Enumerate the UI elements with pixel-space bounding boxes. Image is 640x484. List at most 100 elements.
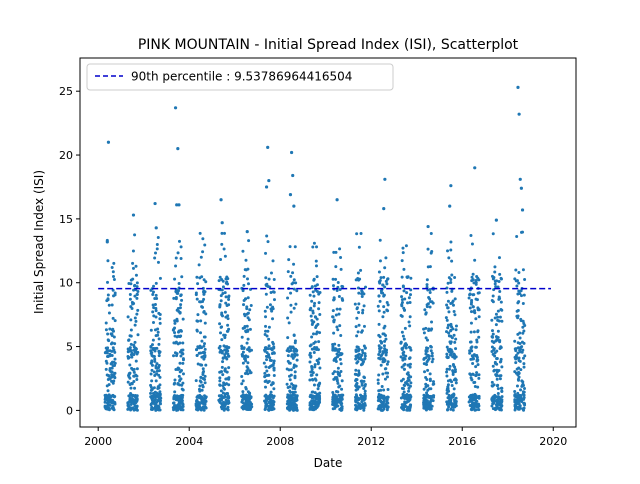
scatter-point xyxy=(295,289,299,293)
scatter-point xyxy=(151,310,155,314)
scatter-point xyxy=(226,277,230,281)
scatter-point xyxy=(313,363,317,367)
scatter-point xyxy=(340,387,344,391)
scatter-point xyxy=(361,402,365,406)
scatter-point xyxy=(377,352,381,356)
scatter-point xyxy=(245,341,249,345)
scatter-point xyxy=(357,323,361,327)
scatter-point xyxy=(332,296,336,300)
scatter-point xyxy=(517,289,521,293)
scatter-point xyxy=(196,282,200,286)
scatter-point xyxy=(312,304,316,308)
scatter-point xyxy=(475,399,479,403)
scatter-point xyxy=(475,354,479,358)
scatter-point xyxy=(491,395,495,399)
scatter-point xyxy=(447,310,451,314)
scatter-point xyxy=(426,384,430,388)
scatter-point xyxy=(157,406,161,410)
scatter-point xyxy=(156,393,160,397)
scatter-point xyxy=(177,374,181,378)
scatter-point xyxy=(221,314,225,318)
scatter-point xyxy=(157,386,161,390)
scatter-point xyxy=(269,358,273,362)
scatter-point xyxy=(471,293,475,297)
y-tick-label: 5 xyxy=(66,341,73,354)
scatter-point xyxy=(470,275,474,279)
scatter-point xyxy=(520,340,524,344)
scatter-point xyxy=(380,385,384,388)
scatter-point xyxy=(381,358,385,362)
scatter-point-extreme xyxy=(473,166,477,170)
scatter-point xyxy=(493,270,497,274)
scatter-point xyxy=(308,344,312,348)
scatter-point xyxy=(106,293,110,297)
scatter-point xyxy=(173,277,177,281)
scatter-point xyxy=(227,297,231,301)
scatter-point xyxy=(356,330,360,334)
scatter-point xyxy=(203,347,207,351)
scatter-point xyxy=(515,394,519,398)
scatter-point xyxy=(311,245,315,249)
scatter-point xyxy=(131,249,135,253)
scatter-point xyxy=(199,363,203,367)
scatter-point xyxy=(293,390,297,394)
scatter-point xyxy=(494,407,498,411)
scatter-point xyxy=(241,350,245,354)
scatter-point xyxy=(272,346,276,350)
scatter-point xyxy=(227,400,231,404)
scatter-point xyxy=(514,279,518,283)
scatter-point xyxy=(317,301,321,305)
scatter-point xyxy=(127,281,131,285)
y-axis-label: Initial Spread Index (ISI) xyxy=(32,170,46,314)
scatter-point-extreme xyxy=(292,204,296,208)
scatter-point xyxy=(271,317,275,321)
scatter-point xyxy=(339,406,343,410)
scatter-point xyxy=(355,316,359,320)
scatter-point xyxy=(204,280,208,284)
scatter-point xyxy=(267,325,271,329)
scatter-point xyxy=(496,285,500,289)
scatter-point xyxy=(308,308,312,312)
scatter-point xyxy=(331,407,335,411)
scatter-point xyxy=(474,280,478,284)
scatter-point xyxy=(312,351,316,354)
scatter-point xyxy=(111,394,115,398)
scatter-point xyxy=(359,396,363,400)
legend-label: 90th percentile : 9.53786964416504 xyxy=(131,70,352,84)
scatter-point xyxy=(450,383,454,387)
scatter-point xyxy=(407,296,411,300)
scatter-point xyxy=(497,319,501,323)
scatter-point xyxy=(287,394,291,398)
scatter-point xyxy=(356,385,360,389)
scatter-point xyxy=(496,387,500,391)
scatter-point xyxy=(312,294,316,298)
scatter-point xyxy=(135,281,139,285)
scatter-point xyxy=(334,348,338,352)
scatter-point xyxy=(518,347,522,351)
scatter-point xyxy=(359,393,363,397)
scatter-point xyxy=(385,308,389,312)
scatter-point xyxy=(337,347,341,351)
x-tick-label: 2016 xyxy=(448,435,476,448)
y-axis: 0 5 10 15 20 25 xyxy=(59,85,80,417)
scatter-point xyxy=(518,336,522,340)
scatter-point xyxy=(490,397,494,401)
scatter-point xyxy=(150,408,154,412)
scatter-point xyxy=(426,302,430,306)
scatter-point xyxy=(490,274,494,278)
scatter-point xyxy=(521,325,525,329)
scatter-point xyxy=(312,332,316,336)
scatter-point xyxy=(431,399,435,403)
scatter-point xyxy=(338,357,342,361)
scatter-point xyxy=(357,371,361,375)
scatter-point xyxy=(221,373,225,377)
scatter-point xyxy=(221,391,225,395)
scatter-point xyxy=(428,372,432,376)
scatter-point xyxy=(290,353,294,357)
scatter-point xyxy=(202,350,206,354)
scatter-point xyxy=(245,324,249,328)
scatter-point xyxy=(381,283,385,287)
scatter-point xyxy=(337,393,341,397)
scatter-point xyxy=(378,350,382,354)
scatter-point xyxy=(446,379,450,383)
